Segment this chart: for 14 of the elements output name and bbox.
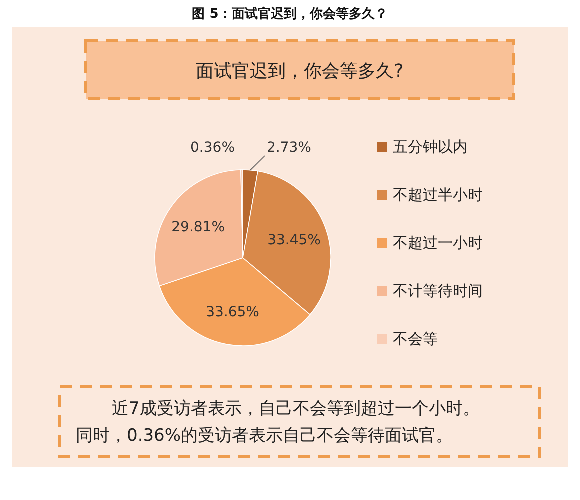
legend-label: 不超过一小时: [393, 234, 483, 252]
chart-title: 图 5：面试官迟到，你会等多久？: [192, 6, 388, 22]
text: 近7成受访者表示，自己不会等到超过一个小时。: [112, 399, 480, 419]
chart-subtitle: 面试官迟到，你会等多久?: [196, 61, 404, 82]
legend-label: 不会等: [393, 330, 438, 348]
legend-label: 不超过半小时: [393, 186, 483, 204]
data-label: 33.65%: [206, 304, 260, 321]
text: 同时，0.36%的受访者表示自己不会等待面试官。: [76, 426, 454, 446]
legend-label: 不计等待时间: [393, 282, 483, 300]
data-label: 0.36%: [190, 140, 235, 156]
data-label: 33.45%: [268, 232, 321, 248]
data-label: 29.81%: [172, 220, 226, 236]
data-label: 2.73%: [267, 140, 312, 156]
legend-label: 五分钟以内: [393, 138, 468, 156]
